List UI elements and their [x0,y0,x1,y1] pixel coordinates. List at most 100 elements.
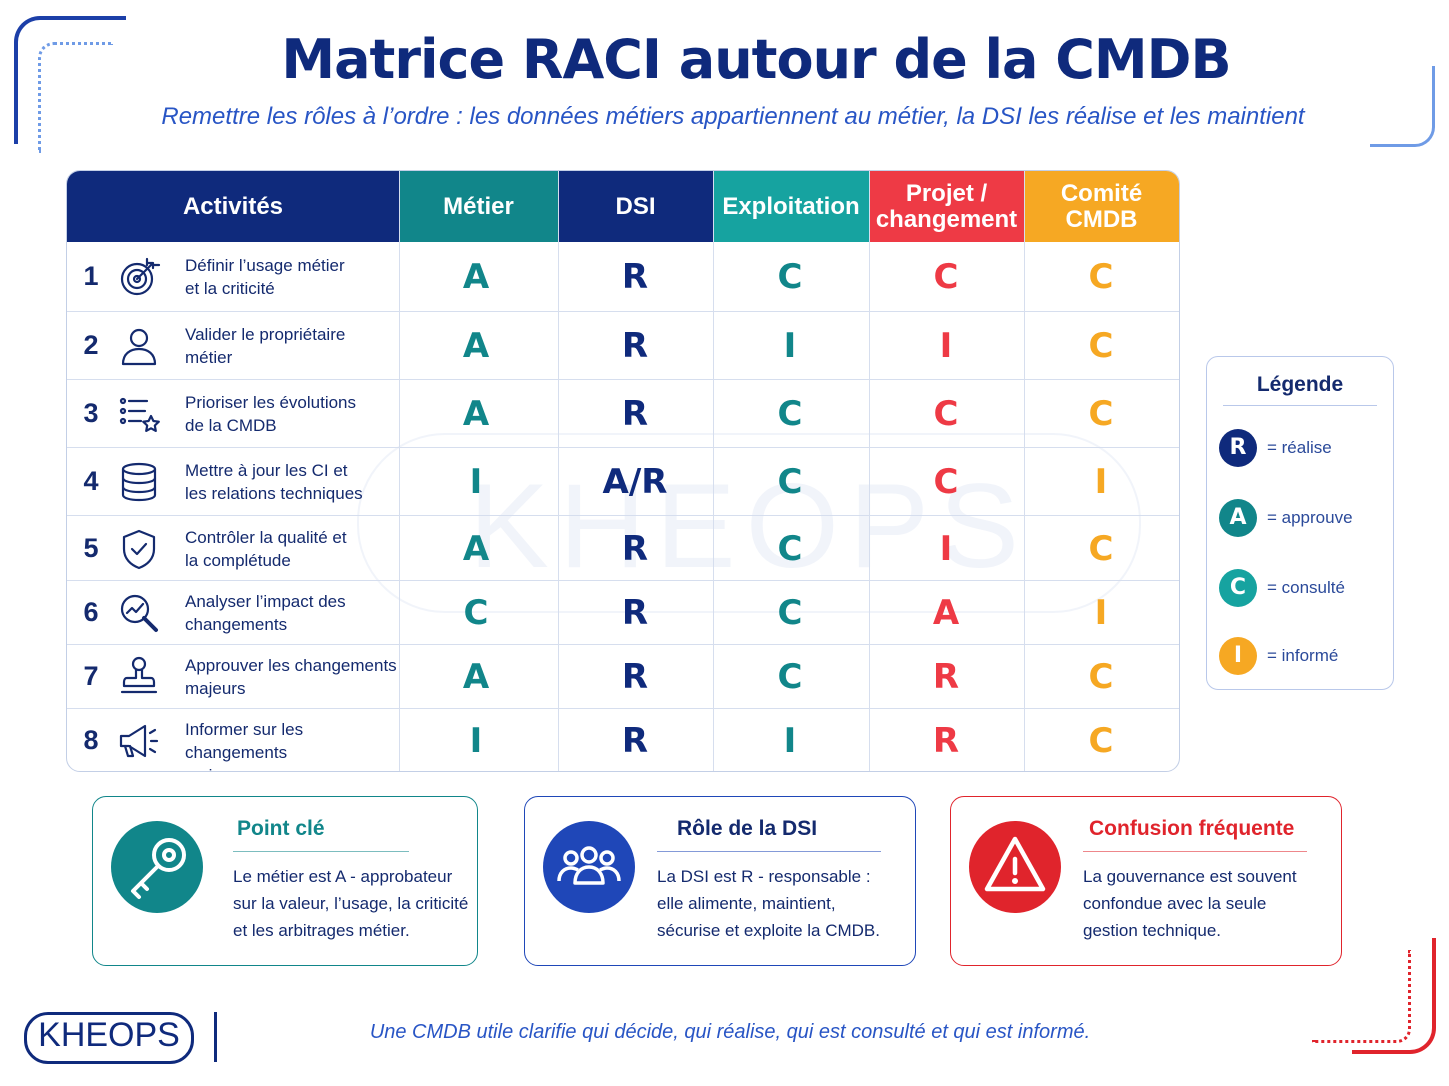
card-text: La gouvernance est souvent confondue ave… [1083,867,1297,940]
corner-dots-decoration [1312,950,1411,1043]
column-header-5: Comité CMDB [1024,171,1179,242]
table-row: 8 Informer sur les changements majeurs I R I… [67,708,1179,771]
table-row: 2 Valider le propriétaire métier A R I I C [67,311,1179,380]
raci-value: A [462,528,490,569]
raci-value: R [932,720,960,761]
legend-badge: I [1219,637,1257,675]
column-divider [558,171,559,771]
table-row: 6 Analyser l’impact des changements C R C A I [67,580,1179,645]
raci-value: C [933,256,959,297]
raci-value: R [932,657,960,697]
target-icon [117,255,161,299]
card-divider [657,851,881,852]
raci-value: R [621,394,649,434]
group-icon [543,821,635,913]
raci-value: C [1088,657,1114,697]
column-divider [713,171,714,771]
activity-label: Définir l’usage métier et la criticité [185,255,345,298]
row-number: 7 [83,661,99,691]
column-header-activities: Activités [67,171,399,242]
logo-frame [24,1012,194,1064]
card-title: Confusion fréquente [1089,817,1295,840]
raci-matrix: KHEOPS Activités Métier DSI Exploitation Pro… [66,170,1180,772]
corner-decoration [14,16,126,144]
legend-item: A = approuve [1219,499,1389,537]
legend-item: R = réalise [1219,429,1389,467]
key-icon [111,821,203,913]
page-title: Matrice RACI autour de la CMDB [281,28,1231,91]
megaphone-icon [117,719,161,763]
table-row: 5 Contrôler la qualité et la complétude A R… [67,515,1179,581]
magnifier-chart-icon [117,591,161,635]
raci-value: R [621,528,649,569]
row-number: 5 [83,532,99,563]
raci-value: A [462,657,490,697]
activity-label: Mettre à jour les CI et les relations te… [185,461,363,503]
corner-decoration [1370,66,1435,147]
activity-label: Contrôler la qualité et la complétude [185,527,347,570]
raci-value: A [462,256,490,297]
corner-dots-decoration [38,42,113,153]
column-divider [869,171,870,771]
logo-bar [214,1012,217,1062]
raci-value: R [621,720,649,761]
shield-check-icon [117,527,161,571]
raci-value: I [783,326,797,366]
stamp-icon [117,655,161,699]
raci-value: I [469,462,483,502]
column-header-4: Projet / changement [869,171,1024,242]
column-divider [399,171,400,771]
legend-text: = informé [1267,646,1339,665]
raci-value: C [933,394,959,434]
dsi-role-card: Rôle de la DSI La DSI est R - responsable… [524,796,916,966]
legend-text: = réalise [1267,438,1332,457]
raci-value: C [777,657,803,697]
raci-value: C [1088,720,1114,761]
raci-value: I [1094,593,1108,633]
legend-badge: R [1219,429,1257,467]
row-number: 2 [83,330,99,360]
raci-value: I [939,528,953,569]
raci-value: R [621,326,649,366]
raci-value: C [1088,326,1114,366]
raci-value: I [783,720,797,761]
key-point-card: Point clé Le métier est A - approbateur s… [92,796,478,966]
corner-decoration [1352,938,1436,1054]
raci-value: C [463,593,489,633]
legend-title: Légende [1256,373,1344,396]
row-number: 8 [83,724,99,755]
table-row: 1 Définir l’usage métier et la criticité A… [67,242,1179,311]
raci-value: A/R [602,462,668,502]
raci-value: I [1094,462,1108,502]
row-number: 4 [83,466,99,496]
legend-panel: Légende R = réalise A = approuve C = consulté… [1206,356,1394,690]
priority-list-icon [117,392,161,436]
raci-value: C [933,462,959,502]
raci-value: C [777,256,803,297]
activity-label: Valider le propriétaire métier [185,325,346,367]
row-number: 3 [83,398,99,428]
card-title: Rôle de la DSI [677,817,818,840]
raci-value: C [777,593,803,633]
warning-icon [969,821,1061,913]
raci-value: I [939,326,953,366]
raci-value: C [1088,528,1114,569]
card-text: La DSI est R - responsable : elle alimen… [657,867,880,940]
card-text: Le métier est A - approbateur sur la val… [233,867,469,940]
legend-divider [1223,405,1377,406]
row-number: 1 [83,260,99,291]
table-row: 7 Approuver les changements majeurs A R C R C [67,644,1179,709]
legend-badge: A [1219,499,1257,537]
activity-label: Approuver les changements majeurs [185,656,397,698]
raci-value: R [621,256,649,297]
user-icon [117,324,161,368]
legend-badge: C [1219,569,1257,607]
activity-label: Analyser l’impact des changements [185,592,346,634]
raci-value: C [777,528,803,569]
raci-value: A [462,326,490,366]
raci-value: I [469,720,483,761]
raci-value: R [621,593,649,633]
raci-value: A [462,394,490,434]
page-subtitle: Remettre les rôles à l’ordre : les donné… [161,103,1305,130]
column-divider [1024,171,1025,771]
